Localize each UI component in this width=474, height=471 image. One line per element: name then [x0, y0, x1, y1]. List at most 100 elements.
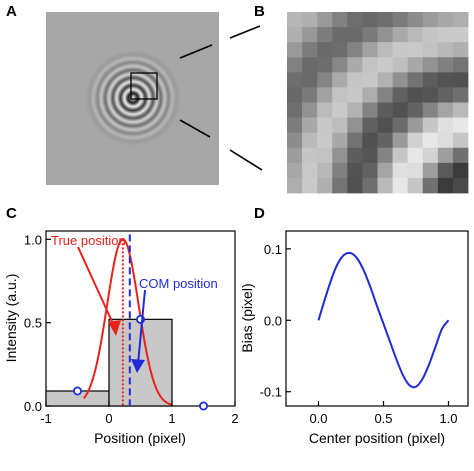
pixel-cell [287, 87, 303, 103]
pixel-cell [332, 102, 348, 118]
pixel-cell [317, 57, 333, 73]
pixel-cell [302, 117, 318, 134]
zoom-connector-bottom-inner [179, 119, 211, 138]
pixel-cell [362, 42, 378, 58]
pixel-cell [377, 57, 393, 73]
pixel-cell [437, 27, 454, 43]
x-tick-label: 1.0 [439, 411, 457, 426]
pixel-cell [332, 162, 348, 179]
pixel-cell [377, 87, 393, 103]
pixel-cell [302, 72, 318, 88]
pixel-cell [452, 147, 469, 164]
pixel-cell [407, 162, 424, 179]
pixel-cell [392, 27, 409, 43]
pixel-cell [377, 72, 393, 88]
pixel-cell [317, 177, 333, 194]
pixel-cell [437, 12, 454, 28]
pixel-cell [392, 102, 409, 118]
pixel-cell [422, 42, 439, 58]
pixel-cell [452, 57, 469, 73]
pixel-cell [422, 72, 439, 88]
pixel-cell [332, 117, 348, 134]
true-position-arrow-head [108, 320, 121, 336]
com-position-arrow-head [131, 359, 145, 373]
pixel-cell [407, 132, 424, 149]
pixel-cell [422, 57, 439, 73]
pixel-cell [287, 147, 303, 164]
pixel-cell [407, 12, 424, 28]
pixel-cell [392, 87, 409, 103]
pixel-cell [332, 132, 348, 149]
x-tick-label: 0.0 [309, 411, 327, 426]
pixel-cell [437, 72, 454, 88]
pixel-cell [317, 87, 333, 103]
panel-c-ylabel: Intensity (a.u.) [3, 274, 19, 363]
pixel-cell [302, 147, 318, 164]
pixel-cell [287, 42, 303, 58]
pixel-cell [407, 147, 424, 164]
panel-d-frame [285, 230, 469, 407]
x-tick-label: 0 [105, 411, 112, 426]
pixel-cell [437, 177, 454, 194]
pixel-cell [347, 147, 363, 164]
panel-label-a: A [6, 3, 17, 20]
panel-d-ylabel: Bias (pixel) [239, 283, 255, 352]
pixel-cell [452, 132, 469, 149]
pixel-cell [287, 12, 303, 28]
y-tick-label: 0.1 [264, 242, 282, 257]
pixel-cell [347, 117, 363, 134]
pixel-cell [317, 162, 333, 179]
pixel-cell [377, 12, 393, 28]
panel-a-image [46, 12, 263, 185]
com-sample-marker [73, 386, 83, 396]
panel-c-markers [73, 314, 208, 411]
pixel-cell [392, 42, 409, 58]
pixel-cell [332, 57, 348, 73]
pixel-cell [407, 102, 424, 118]
pixel-cell [302, 27, 318, 43]
panel-b-pixel-grid [287, 12, 469, 194]
pixel-cell [422, 117, 439, 134]
pixel-cell [377, 132, 393, 149]
pixel-cell [332, 147, 348, 164]
pixel-cell [347, 177, 363, 194]
pixel-cell [317, 117, 333, 134]
panel-c-bars [45, 318, 173, 407]
y-tick-label: 0.0 [264, 313, 282, 328]
pixel-cell [362, 162, 378, 179]
y-tick-label: -0.1 [260, 385, 282, 400]
pixel-cell [422, 12, 439, 28]
pixel-cell [392, 162, 409, 179]
pixel-cell [407, 87, 424, 103]
pixel-cell [452, 162, 469, 179]
true-position-arrow-shaft [77, 246, 116, 329]
pixel-cell [422, 147, 439, 164]
panel-c-ticks: -1 0 1 2 0.0 0.5 1.0 [24, 232, 239, 426]
panel-d-xlabel: Center position (pixel) [309, 430, 445, 446]
pixel-cell [437, 102, 454, 118]
pixel-cell [302, 102, 318, 118]
pixel-cell [362, 87, 378, 103]
pixel-cell [362, 27, 378, 43]
pixel-cell [422, 162, 439, 179]
pixel-cell [452, 177, 469, 194]
pixel-cell [317, 147, 333, 164]
pixel-cell [422, 27, 439, 43]
pixel-cell [332, 42, 348, 58]
pixel-cell [377, 27, 393, 43]
pixel-cell [407, 117, 424, 134]
pixel-cell [377, 147, 393, 164]
pixel-cell [362, 147, 378, 164]
panel-d-chart: 0.0 0.5 1.0 -0.1 0.0 0.1 Center position (pix… [239, 230, 469, 446]
pixel-cell [392, 177, 409, 194]
pixel-cell [332, 87, 348, 103]
pixel-cell [437, 57, 454, 73]
pixel-cell [332, 177, 348, 194]
pixel-cell [362, 132, 378, 149]
pixel-cell [452, 102, 469, 118]
panel-c-chart: -1 0 1 2 0.0 0.5 1.0 True position COM positio… [3, 230, 239, 446]
pixel-cell [317, 42, 333, 58]
pixel-cell [347, 27, 363, 43]
pixel-cell [362, 72, 378, 88]
pixel-cell [452, 12, 469, 28]
